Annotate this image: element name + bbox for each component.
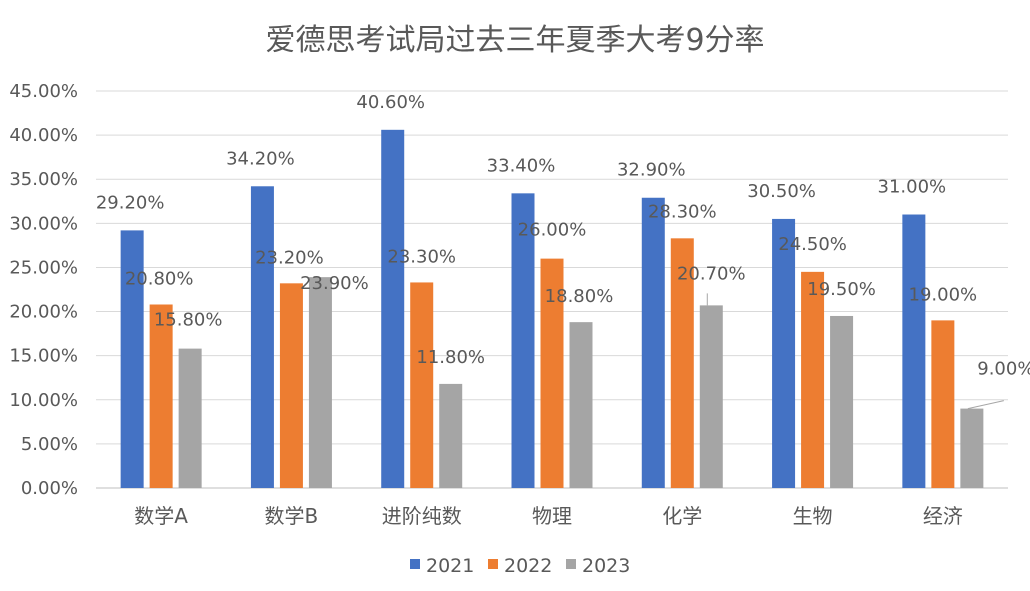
y-tick-label: 30.00% (9, 213, 78, 234)
data-label: 28.30% (648, 201, 717, 222)
data-label: 30.50% (747, 181, 816, 202)
y-tick-label: 40.00% (9, 125, 78, 146)
bar-2023 (960, 408, 984, 488)
x-category-label: 经济 (923, 504, 963, 528)
leader-line (967, 400, 1004, 410)
x-category-label: 化学 (662, 504, 702, 528)
bar-2023 (308, 277, 332, 488)
legend-entry: 2021 (426, 555, 474, 577)
bar-2023 (439, 383, 463, 488)
x-category-label: 进阶纯数 (382, 504, 462, 528)
x-category-label: 数学A (134, 504, 188, 528)
y-tick-label: 20.00% (9, 302, 78, 323)
bar-2022 (279, 283, 303, 488)
data-label: 34.20% (226, 148, 295, 169)
data-label: 20.70% (677, 263, 746, 284)
data-label: 19.00% (909, 284, 978, 305)
legend-swatch (488, 559, 498, 569)
data-label: 33.40% (487, 155, 556, 176)
bar-2022 (931, 320, 955, 488)
legend-entry: 2022 (504, 555, 552, 577)
bar-2023 (830, 315, 854, 488)
legend-entry: 2023 (582, 555, 630, 577)
bar-2022 (540, 258, 564, 488)
y-tick-label: 45.00% (9, 81, 78, 102)
y-tick-label: 35.00% (9, 169, 78, 190)
data-label: 20.80% (125, 268, 194, 289)
legend-swatch (566, 559, 576, 569)
data-label: 40.60% (356, 92, 425, 113)
legend: 2021 2022 2023 (410, 555, 630, 577)
chart-title: 爱德思考试局过去三年夏季大考9分率 (265, 23, 764, 58)
bar-2022 (670, 238, 694, 488)
x-axis-categories: 数学A 数学B 进阶纯数 物理 化学 生物 经济 (134, 504, 963, 528)
data-labels: 29.20% 20.80% 15.80% 34.20% 23.20% 23.90% 40.6… (96, 92, 1030, 410)
bars (120, 129, 984, 489)
data-label: 29.20% (96, 192, 165, 213)
bar-2022 (149, 304, 173, 488)
bar-2021 (641, 197, 665, 488)
data-label: 24.50% (778, 234, 847, 255)
x-category-label: 生物 (793, 504, 833, 528)
bar-2021 (381, 129, 405, 488)
data-label: 23.90% (300, 273, 369, 294)
bar-2021 (250, 186, 274, 488)
data-label: 15.80% (154, 310, 223, 331)
data-label: 26.00% (518, 220, 587, 241)
x-category-label: 物理 (532, 504, 572, 528)
bar-2022 (801, 271, 825, 488)
bar-2021 (511, 193, 535, 489)
bar-2021 (120, 230, 144, 488)
x-category-label: 数学B (265, 504, 319, 528)
data-label: 23.30% (387, 246, 456, 267)
bar-2023 (699, 305, 723, 488)
data-label: 32.90% (617, 160, 686, 181)
data-label: 9.00% (977, 359, 1030, 380)
data-label: 23.20% (255, 247, 324, 268)
bar-2022 (410, 282, 434, 488)
y-tick-label: 0.00% (21, 478, 78, 499)
data-label: 19.50% (807, 279, 876, 300)
bar-2021 (902, 214, 926, 488)
data-label: 31.00% (878, 177, 947, 198)
bar-2023 (178, 348, 202, 488)
y-tick-label: 25.00% (9, 257, 78, 278)
y-tick-label: 10.00% (9, 390, 78, 411)
legend-swatch (410, 559, 420, 569)
bar-2023 (569, 322, 593, 488)
bar-2021 (772, 218, 796, 488)
y-tick-label: 15.00% (9, 346, 78, 367)
data-label: 11.80% (416, 347, 485, 368)
y-axis-ticks: 0.00% 5.00% 10.00% 15.00% 20.00% 25.00% 30.00%… (9, 81, 78, 499)
y-tick-label: 5.00% (21, 434, 78, 455)
data-label: 18.80% (545, 286, 614, 307)
